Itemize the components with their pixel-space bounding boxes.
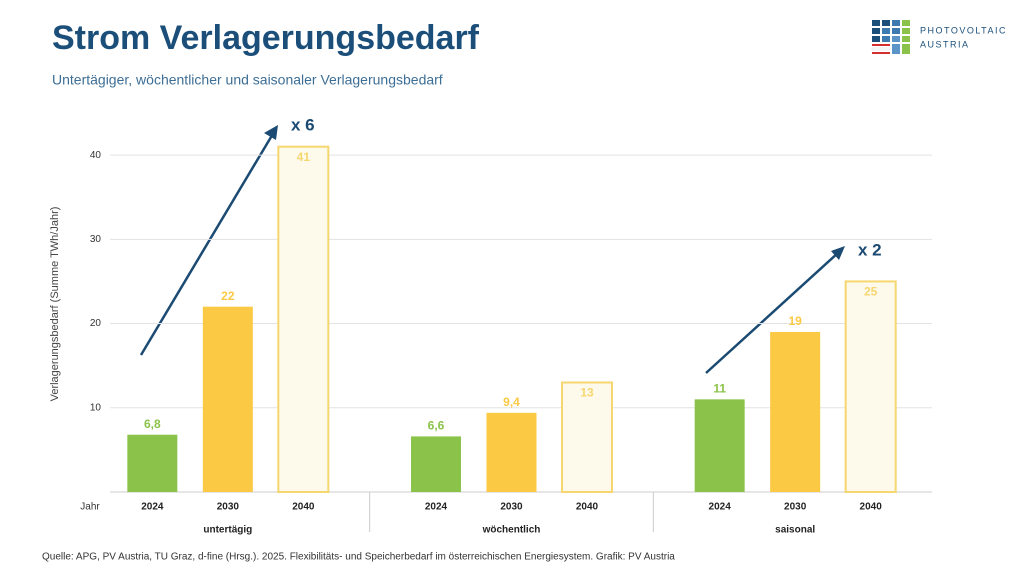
bar [411, 436, 461, 492]
value-label: 19 [788, 314, 802, 328]
bar [127, 434, 178, 492]
bar [694, 399, 745, 492]
logo-text: PHOTOVOLTAIC [920, 25, 1007, 35]
series-year-label: 2030 [500, 502, 523, 513]
value-label: 41 [297, 150, 311, 164]
growth-arrows [139, 125, 845, 374]
bar [277, 145, 330, 493]
series-year-label: 2040 [860, 502, 883, 513]
chart-subtitle: Untertägiger, wöchentlicher und saisonal… [52, 72, 443, 88]
bar [844, 280, 897, 494]
series-year-label: 2024 [141, 502, 164, 513]
source-note: Quelle: APG, PV Austria, TU Graz, d-fine… [42, 552, 675, 563]
chart-title: Strom Verlagerungsbedarf [52, 19, 480, 57]
bar [486, 412, 537, 492]
annotation: x 2 [858, 240, 882, 259]
series-year-label: 2024 [709, 502, 732, 513]
y-tick-label: 10 [90, 402, 102, 413]
bar [770, 331, 821, 492]
value-label: 13 [580, 386, 594, 400]
bar [202, 306, 253, 492]
value-label: 6,8 [144, 417, 161, 431]
value-label: 11 [713, 382, 726, 396]
series-year-label: 2040 [292, 502, 315, 513]
value-label: 25 [864, 285, 878, 299]
series-year-label: 2030 [784, 502, 807, 513]
annotation: x 6 [291, 115, 315, 134]
y-tick-label: 40 [90, 150, 102, 161]
logo-icon [871, 20, 910, 54]
y-axis-label: Verlagerungsbedarf (Summe TWh/Jahr) [49, 207, 61, 402]
x-axis-label: Jahr [80, 502, 100, 513]
value-label: 9,4 [503, 395, 520, 409]
y-tick-label: 30 [90, 234, 102, 245]
category-label: saisonal [775, 525, 815, 536]
bar [561, 381, 613, 493]
logo-text: AUSTRIA [920, 39, 970, 49]
series-year-label: 2024 [425, 502, 448, 513]
value-label: 22 [221, 289, 235, 303]
value-label: 6,6 [428, 419, 445, 433]
series-year-label: 2030 [217, 502, 240, 513]
y-tick-label: 20 [90, 318, 102, 329]
category-label: wöchentlich [482, 525, 541, 536]
category-label: untertägig [203, 525, 252, 536]
series-year-label: 2040 [576, 502, 599, 513]
